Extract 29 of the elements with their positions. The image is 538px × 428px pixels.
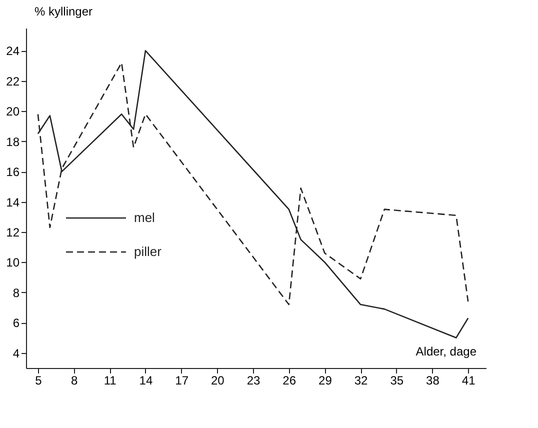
legend-label: piller (134, 244, 162, 259)
legend-label: mel (134, 210, 156, 225)
y-tick-label: 6 (12, 316, 20, 330)
y-tick-label: 20 (6, 104, 20, 119)
x-tick-label: 8 (70, 374, 78, 388)
x-tick-label: 38 (426, 374, 440, 388)
x-tick-label: 35 (390, 374, 404, 388)
y-tick-label: 16 (6, 165, 20, 180)
y-tick-label: 10 (6, 256, 20, 270)
line-series (37, 50, 469, 338)
x-tick-label: 26 (282, 374, 296, 388)
x-tick-label: 32 (354, 374, 368, 388)
x-tick-label: 41 (462, 374, 476, 388)
y-tick-label: 12 (6, 226, 20, 240)
y-axis-title: % kyllinger (34, 4, 93, 18)
x-tick-label: 29 (318, 374, 332, 388)
x-tick-label: 14 (139, 374, 153, 388)
y-tick-label: 14 (6, 195, 20, 210)
y-tick-label: 22 (6, 74, 20, 88)
y-tick-label: 18 (6, 134, 20, 149)
y-tick-label: 24 (6, 44, 20, 58)
x-tick-label: 11 (104, 374, 117, 388)
x-tick-label: 17 (175, 374, 189, 388)
x-tick-label: 20 (210, 374, 225, 388)
y-tick-label: 4 (12, 346, 20, 360)
x-axis-title: Alder, dage (416, 344, 477, 358)
x-tick-label: 5 (35, 374, 42, 388)
x-tick-label: 23 (246, 374, 261, 388)
y-tick-label: 8 (12, 286, 20, 300)
